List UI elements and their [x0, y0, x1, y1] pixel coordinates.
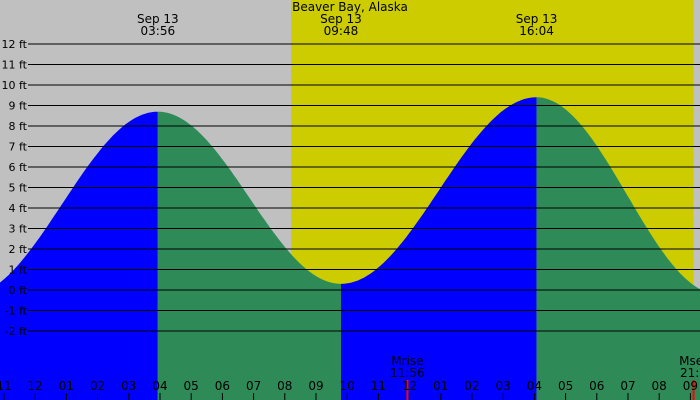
- x-tick-label: 01: [59, 379, 74, 393]
- x-tick-label: 10: [340, 379, 355, 393]
- x-tick-label: 06: [589, 379, 604, 393]
- chart-title: Beaver Bay, Alaska: [292, 0, 408, 14]
- gridlines: [28, 43, 700, 332]
- x-tick-label: 08: [277, 379, 292, 393]
- tide-event-time: 16:04: [519, 24, 554, 38]
- y-tick-label: 0 ft: [9, 284, 28, 297]
- x-tick-label: 04: [527, 379, 542, 393]
- moon-event-time: 11:56: [390, 366, 425, 380]
- x-tick-label: 11: [371, 379, 386, 393]
- moon-event-label: Mrise: [391, 354, 423, 368]
- x-tick-label: 03: [121, 379, 136, 393]
- x-tick-label: 09: [308, 379, 323, 393]
- y-tick-label: 1 ft: [9, 264, 28, 277]
- x-tick-labels: 11 12 01 02 03 04 05 06 07 08 09 10 11 12 01 02 03 04 05 06…: [0, 379, 698, 400]
- tide-event-time: 03:56: [141, 24, 176, 38]
- y-tick-label: 10 ft: [2, 79, 28, 92]
- y-tick-label: 8 ft: [9, 120, 28, 133]
- y-tick-label: 6 ft: [9, 161, 28, 174]
- x-tick-label: 09: [683, 379, 698, 393]
- tide-event-date: Sep 13: [516, 12, 558, 26]
- moon-event-time: 21:1: [680, 366, 700, 380]
- y-tick-label: 3 ft: [9, 223, 28, 236]
- x-tick-label: 02: [90, 379, 105, 393]
- x-tick-label: 12: [402, 379, 417, 393]
- y-tick-label: 5 ft: [9, 182, 28, 195]
- y-tick-labels: 12 ft 11 ft 10 ft 9 ft 8 ft 7 ft 6 ft 5 ft 4 ft 3…: [2, 38, 28, 338]
- y-tick-label: 4 ft: [9, 202, 28, 215]
- rising-tide-area: [0, 111, 158, 400]
- tide-event-date: Sep 13: [320, 12, 362, 26]
- y-tick-label: 12 ft: [2, 38, 28, 51]
- y-tick-label: -1 ft: [5, 305, 28, 318]
- y-tick-label: 9 ft: [9, 100, 28, 113]
- y-tick-label: 7 ft: [9, 141, 28, 154]
- x-tick-label: 05: [558, 379, 573, 393]
- x-tick-label: 07: [620, 379, 635, 393]
- x-tick-label: 11: [0, 379, 12, 393]
- x-tick-label: 06: [215, 379, 230, 393]
- x-tick-label: 01: [433, 379, 448, 393]
- y-tick-label: 2 ft: [9, 243, 28, 256]
- tide-event-time: 09:48: [324, 24, 359, 38]
- x-tick-label: 05: [184, 379, 199, 393]
- x-tick-label: 07: [246, 379, 261, 393]
- falling-tide-area: [157, 111, 341, 400]
- x-tick-label: 04: [152, 379, 167, 393]
- x-tick-label: 02: [464, 379, 479, 393]
- x-tick-label: 08: [652, 379, 667, 393]
- moon-event-label: Mset: [679, 354, 700, 368]
- y-tick-label: 11 ft: [2, 59, 28, 72]
- y-tick-label: -2 ft: [5, 325, 28, 338]
- x-tick-label: 12: [28, 379, 43, 393]
- tide-event-date: Sep 13: [137, 12, 179, 26]
- x-tick-label: 03: [496, 379, 511, 393]
